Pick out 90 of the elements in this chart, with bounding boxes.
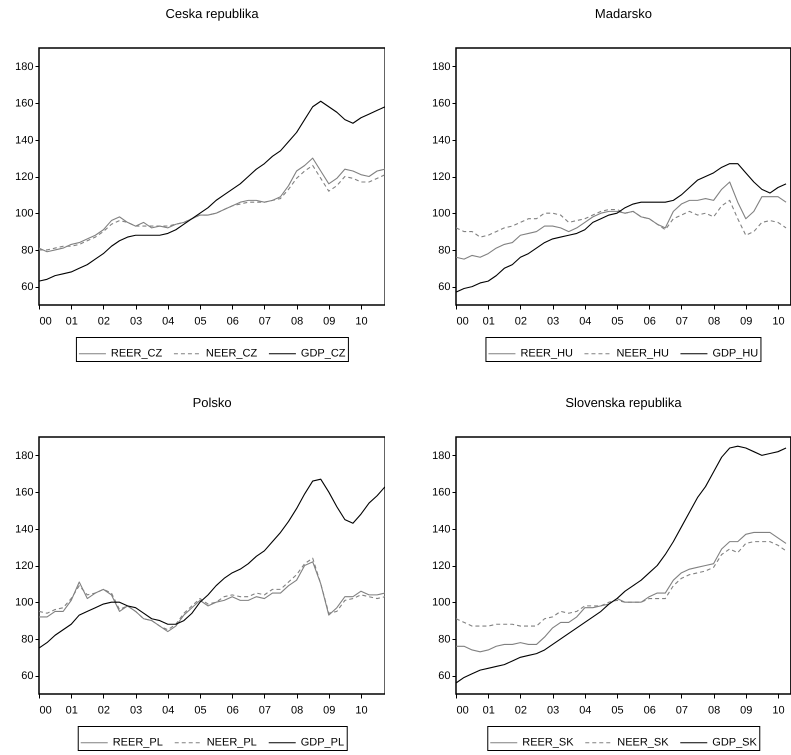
chart-title: Ceska republika <box>166 6 260 22</box>
legend-label: GDP_CZ <box>300 348 346 360</box>
x-tick-label: 02 <box>514 316 528 328</box>
y-tick-label: 60 <box>438 281 450 294</box>
y-tick-label: 100 <box>432 596 450 609</box>
y-tick-label: 100 <box>15 596 34 609</box>
x-tick-label: 04 <box>579 316 592 328</box>
x-tick-label: 01 <box>482 316 495 328</box>
x-tick-label: 07 <box>676 704 688 716</box>
x-tick-label: 04 <box>579 704 592 716</box>
x-tick-label: 10 <box>772 316 785 328</box>
legend-label: REER_PL <box>112 736 163 749</box>
y-tick-label: 60 <box>21 670 34 682</box>
x-tick-label: 05 <box>194 704 207 716</box>
x-tick-label: 07 <box>258 704 272 716</box>
x-tick-label: 03 <box>546 316 560 328</box>
legend-label: REER_SK <box>522 736 574 749</box>
x-tick-label: 02 <box>98 704 110 716</box>
legend-label: REER_HU <box>520 348 574 360</box>
y-tick-label: 120 <box>432 171 450 183</box>
x-tick-label: 04 <box>162 315 174 328</box>
x-tick-label: 10 <box>355 704 368 716</box>
line-series <box>456 532 787 652</box>
x-tick-label: 06 <box>226 704 239 716</box>
x-tick-label: 09 <box>323 704 336 716</box>
y-tick-label: 140 <box>15 523 34 536</box>
x-tick-label: 03 <box>130 315 142 328</box>
x-tick-label: 02 <box>514 704 528 716</box>
y-tick-label: 80 <box>438 633 450 646</box>
y-tick-label: 80 <box>438 244 450 256</box>
chart-title: Madarsko <box>594 6 652 21</box>
y-tick-label: 180 <box>432 450 450 462</box>
y-tick-label: 100 <box>15 208 34 220</box>
x-tick-label: 03 <box>546 704 560 716</box>
legend-label: NEER_PL <box>206 736 257 749</box>
x-tick-label: 07 <box>258 315 272 328</box>
legend-label: NEER_CZ <box>206 348 258 360</box>
y-tick-label: 80 <box>21 244 34 256</box>
x-tick-label: 06 <box>644 316 656 328</box>
x-tick-label: 00 <box>456 704 469 716</box>
x-tick-label: 10 <box>355 315 368 328</box>
x-tick-label: 01 <box>66 315 78 328</box>
y-tick-label: 180 <box>15 450 34 462</box>
x-tick-label: 05 <box>194 315 207 328</box>
x-tick-label: 09 <box>323 315 336 328</box>
x-tick-label: 06 <box>644 704 656 716</box>
x-tick-label: 09 <box>740 704 752 716</box>
y-tick-label: 120 <box>15 560 34 572</box>
legend-label: GDP_PL <box>300 736 344 749</box>
x-tick-label: 06 <box>226 315 239 328</box>
x-tick-label: 01 <box>66 704 78 716</box>
x-tick-label: 05 <box>611 316 624 328</box>
x-tick-label: 08 <box>290 315 304 328</box>
x-tick-label: 02 <box>98 315 110 328</box>
y-tick-label: 160 <box>15 98 34 110</box>
y-tick-label: 120 <box>432 560 450 572</box>
y-tick-label: 60 <box>438 670 450 682</box>
legend-label: GDP_SK <box>712 736 758 749</box>
y-tick-label: 100 <box>432 208 450 220</box>
line-series <box>456 181 787 260</box>
x-tick-label: 08 <box>708 316 720 328</box>
y-tick-label: 80 <box>21 633 34 646</box>
x-tick-label: 10 <box>772 704 785 716</box>
y-tick-label: 140 <box>15 134 34 146</box>
y-tick-label: 160 <box>432 486 450 499</box>
x-tick-label: 03 <box>130 704 142 716</box>
y-tick-label: 140 <box>432 523 450 536</box>
y-tick-label: 140 <box>432 134 450 146</box>
x-tick-label: 04 <box>162 704 174 716</box>
chart-title: Slovenska republika <box>565 395 682 410</box>
x-tick-label: 07 <box>676 316 688 328</box>
y-tick-label: 160 <box>15 486 34 499</box>
y-tick-label: 160 <box>432 98 450 110</box>
legend-label: REER_CZ <box>110 348 162 360</box>
chart-title: Polsko <box>192 395 232 410</box>
y-tick-label: 120 <box>15 171 34 183</box>
y-tick-label: 180 <box>432 60 450 73</box>
legend-label: GDP_HU <box>712 348 758 360</box>
x-tick-label: 08 <box>708 704 720 716</box>
legend-label: NEER_SK <box>617 736 670 749</box>
y-tick-label: 60 <box>21 281 34 294</box>
x-tick-label: 00 <box>40 704 52 716</box>
x-tick-label: 05 <box>611 704 624 716</box>
x-tick-label: 09 <box>740 316 752 328</box>
legend-label: NEER_HU <box>616 348 670 360</box>
x-tick-label: 08 <box>290 704 304 716</box>
x-tick-label: 01 <box>482 704 495 716</box>
x-tick-label: 00 <box>456 316 469 328</box>
x-tick-label: 00 <box>40 315 52 328</box>
y-tick-label: 180 <box>15 60 34 73</box>
